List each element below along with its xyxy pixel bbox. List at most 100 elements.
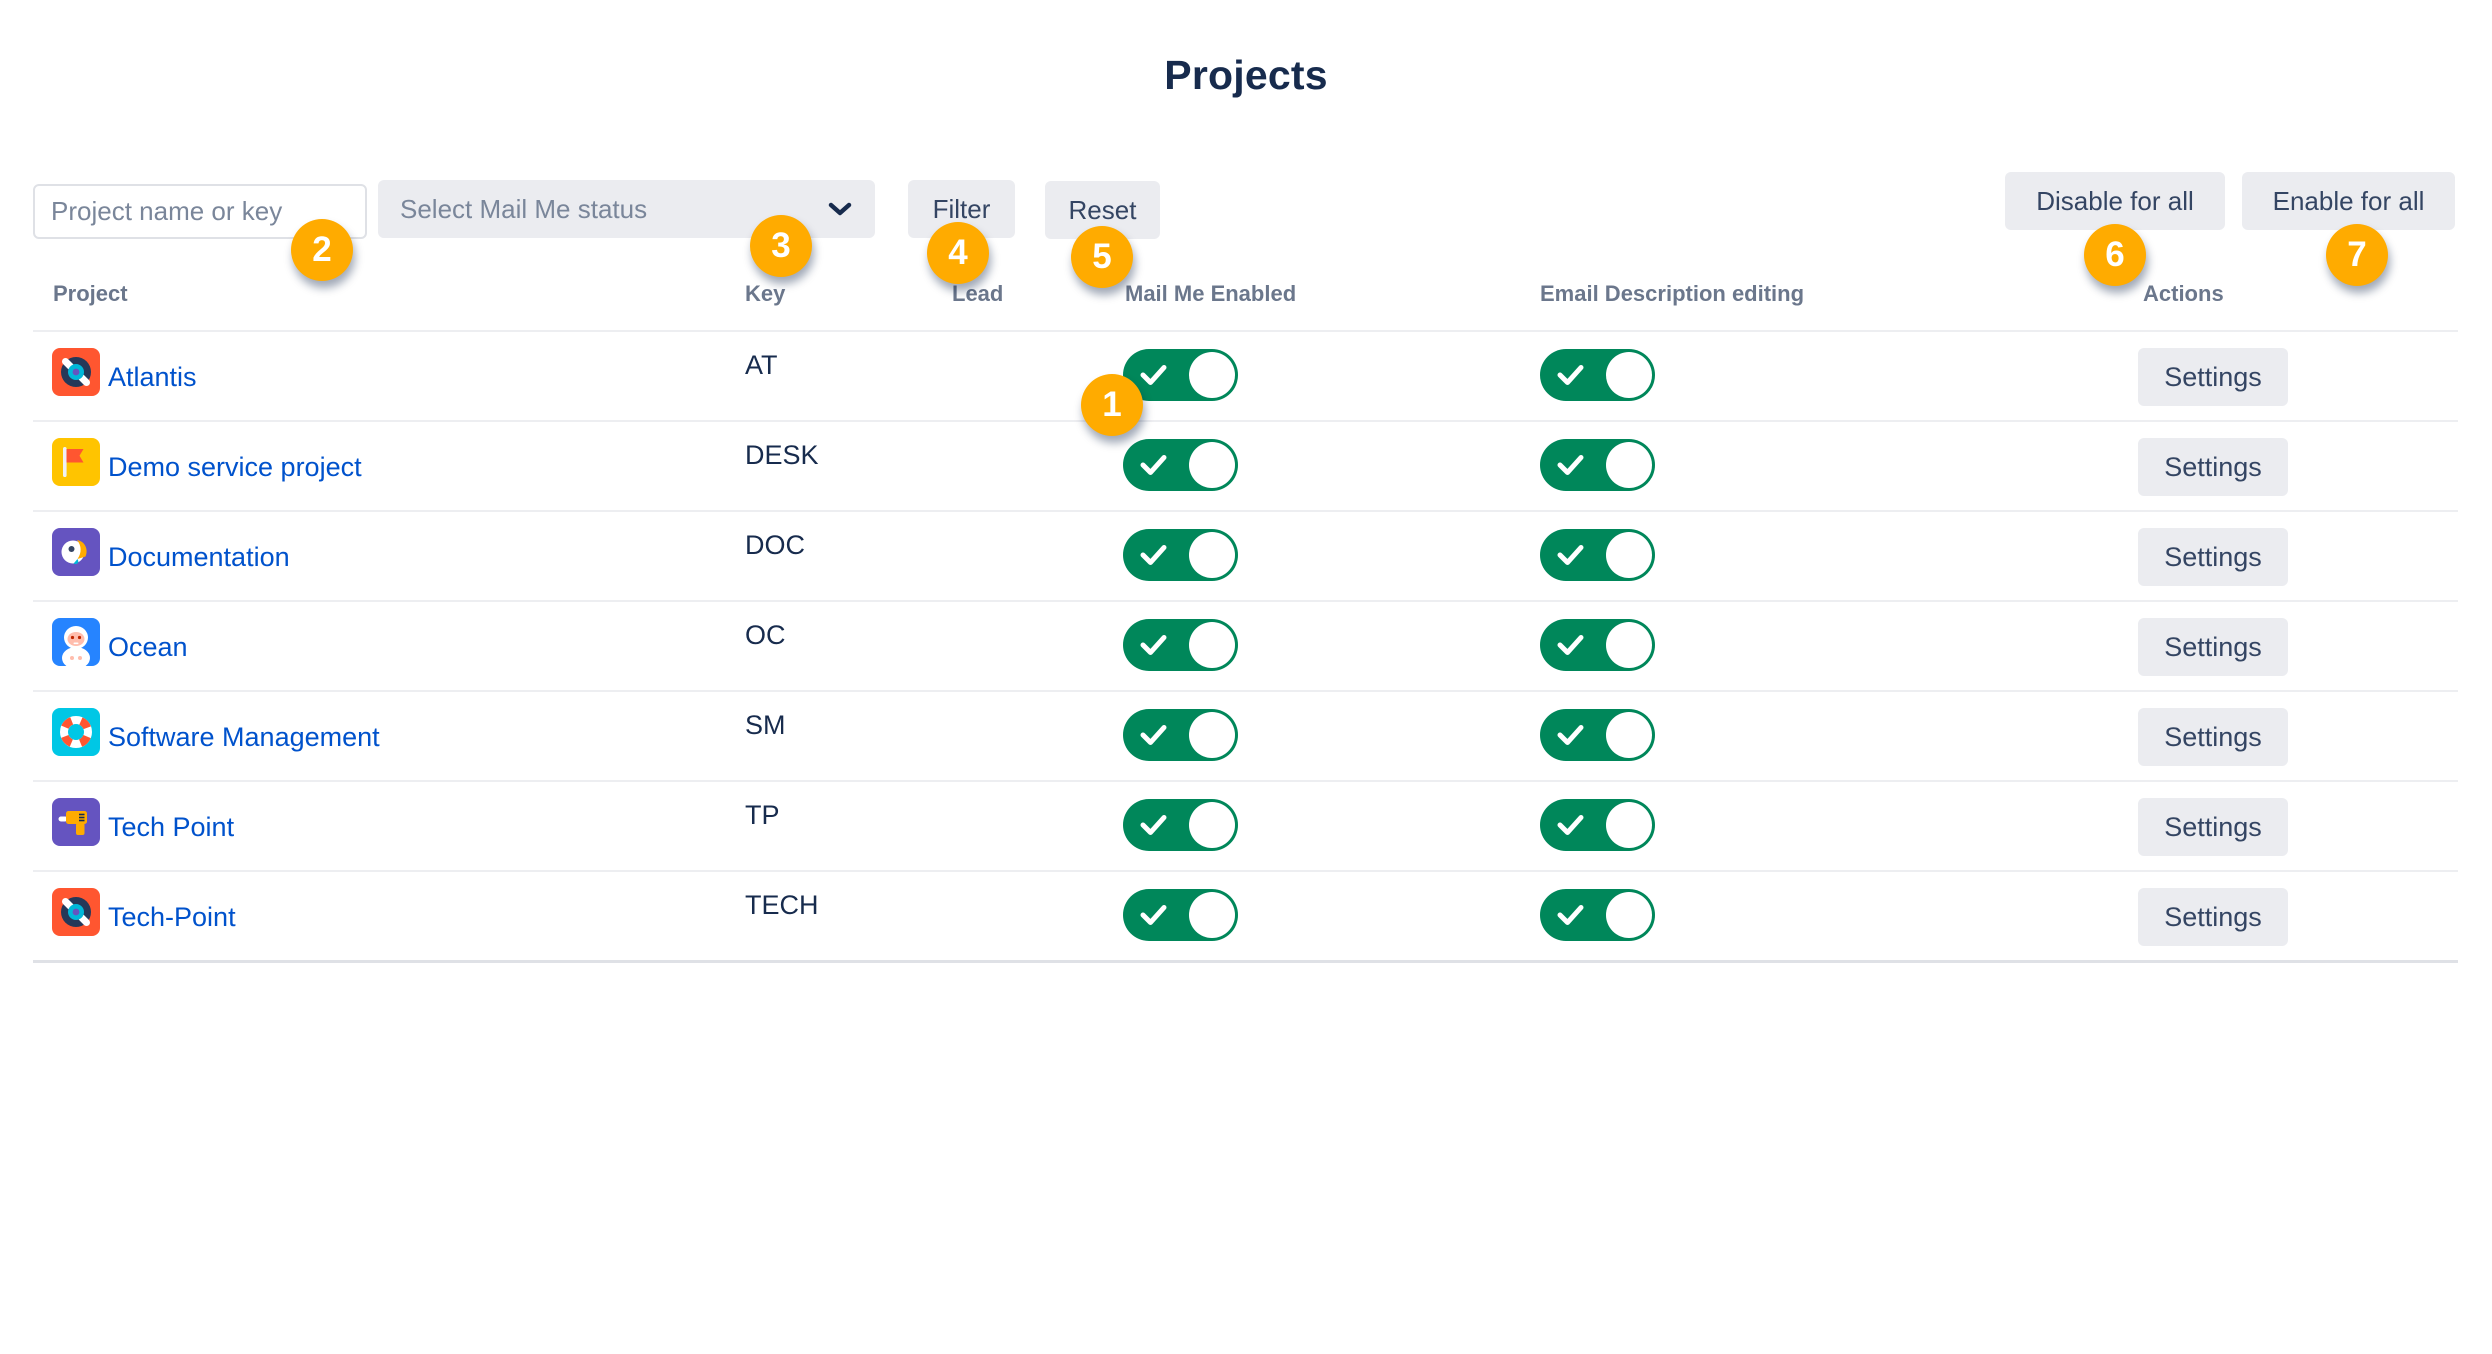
- check-icon: [1557, 815, 1584, 835]
- table-row: Demo service project DESK Settings: [33, 420, 2458, 510]
- check-icon: [1557, 455, 1584, 475]
- toggle-knob: [1606, 712, 1652, 758]
- project-link[interactable]: Atlantis: [108, 361, 197, 392]
- mail-me-toggle[interactable]: [1123, 619, 1238, 671]
- project-link[interactable]: Tech-Point: [108, 901, 236, 932]
- email-description-toggle[interactable]: [1540, 709, 1655, 761]
- project-key: DOC: [745, 530, 805, 560]
- table-row: Tech Point TP Settings: [33, 780, 2458, 870]
- toggle-knob: [1606, 532, 1652, 578]
- table-row: Ocean OC Settings: [33, 600, 2458, 690]
- table-row: Atlantis AT Settings: [33, 330, 2458, 420]
- table-row: Software Management SM Settings: [33, 690, 2458, 780]
- project-search-input[interactable]: [33, 184, 367, 239]
- chevron-down-icon: [828, 202, 852, 216]
- project-key: TECH: [745, 890, 819, 920]
- column-header-actions: Actions: [2143, 281, 2224, 306]
- settings-button[interactable]: Settings: [2138, 888, 2288, 946]
- email-description-toggle[interactable]: [1540, 799, 1655, 851]
- project-key: SM: [745, 710, 786, 740]
- project-key: DESK: [745, 440, 819, 470]
- project-avatar-icon: [52, 798, 100, 846]
- project-avatar-icon: [52, 438, 100, 486]
- callout-badge-1: 1: [1081, 374, 1143, 436]
- mail-me-toggle[interactable]: [1123, 529, 1238, 581]
- project-avatar-icon: [52, 618, 100, 666]
- project-key: OC: [745, 620, 786, 650]
- check-icon: [1140, 905, 1167, 925]
- email-description-toggle[interactable]: [1540, 619, 1655, 671]
- callout-badge-6: 6: [2084, 224, 2146, 286]
- toggle-knob: [1606, 442, 1652, 488]
- settings-button[interactable]: Settings: [2138, 528, 2288, 586]
- check-icon: [1140, 815, 1167, 835]
- project-link[interactable]: Ocean: [108, 631, 188, 662]
- project-avatar-icon: [52, 708, 100, 756]
- check-icon: [1557, 365, 1584, 385]
- toggle-knob: [1189, 802, 1235, 848]
- table-row: Tech-Point TECH Settings: [33, 870, 2458, 960]
- check-icon: [1140, 635, 1167, 655]
- project-avatar-icon: [52, 348, 100, 396]
- check-icon: [1557, 635, 1584, 655]
- toggle-knob: [1189, 622, 1235, 668]
- callout-badge-5: 5: [1071, 226, 1133, 288]
- project-link[interactable]: Demo service project: [108, 451, 362, 482]
- check-icon: [1557, 545, 1584, 565]
- settings-button[interactable]: Settings: [2138, 618, 2288, 676]
- check-icon: [1557, 905, 1584, 925]
- mail-me-toggle[interactable]: [1123, 349, 1238, 401]
- email-description-toggle[interactable]: [1540, 439, 1655, 491]
- toggle-knob: [1189, 712, 1235, 758]
- settings-button[interactable]: Settings: [2138, 438, 2288, 496]
- mail-me-toggle[interactable]: [1123, 889, 1238, 941]
- column-header-lead: Lead: [952, 281, 1004, 306]
- check-icon: [1557, 725, 1584, 745]
- settings-button[interactable]: Settings: [2138, 798, 2288, 856]
- project-key: TP: [745, 800, 780, 830]
- callout-badge-3: 3: [750, 215, 812, 277]
- toggle-knob: [1606, 622, 1652, 668]
- check-icon: [1140, 455, 1167, 475]
- column-header-mail-me-enabled: Mail Me Enabled: [1125, 281, 1297, 306]
- column-header-email-description-editing: Email Description editing: [1540, 281, 1805, 306]
- email-description-toggle[interactable]: [1540, 889, 1655, 941]
- page-title: Projects: [1164, 52, 1328, 98]
- table-header: Project Key Lead Mail Me Enabled Email D…: [0, 281, 2492, 321]
- project-link[interactable]: Tech Point: [108, 811, 235, 842]
- project-avatar-icon: [52, 888, 100, 936]
- reset-button[interactable]: Reset: [1045, 181, 1160, 239]
- table-body: Atlantis AT Settings Demo service projec…: [33, 330, 2458, 963]
- project-key: AT: [745, 350, 778, 380]
- project-avatar-icon: [52, 528, 100, 576]
- email-description-toggle[interactable]: [1540, 529, 1655, 581]
- column-header-key: Key: [745, 281, 786, 306]
- toggle-knob: [1189, 352, 1235, 398]
- callout-badge-2: 2: [291, 219, 353, 281]
- toggle-knob: [1606, 802, 1652, 848]
- email-description-toggle[interactable]: [1540, 349, 1655, 401]
- check-icon: [1140, 545, 1167, 565]
- check-icon: [1140, 365, 1167, 385]
- column-header-project: Project: [53, 281, 128, 306]
- toggle-knob: [1606, 352, 1652, 398]
- check-icon: [1140, 725, 1167, 745]
- settings-button[interactable]: Settings: [2138, 708, 2288, 766]
- settings-button[interactable]: Settings: [2138, 348, 2288, 406]
- mail-me-status-select-value: Select Mail Me status: [400, 193, 648, 224]
- toggle-knob: [1189, 532, 1235, 578]
- callout-badge-7: 7: [2326, 224, 2388, 286]
- toggle-knob: [1189, 442, 1235, 488]
- callout-badge-4: 4: [927, 222, 989, 284]
- mail-me-toggle[interactable]: [1123, 799, 1238, 851]
- project-link[interactable]: Documentation: [108, 541, 290, 572]
- project-link[interactable]: Software Management: [108, 721, 380, 752]
- enable-for-all-button[interactable]: Enable for all: [2242, 172, 2455, 230]
- toggle-knob: [1606, 892, 1652, 938]
- mail-me-toggle[interactable]: [1123, 439, 1238, 491]
- mail-me-toggle[interactable]: [1123, 709, 1238, 761]
- table-row: Documentation DOC Settings: [33, 510, 2458, 600]
- toggle-knob: [1189, 892, 1235, 938]
- disable-for-all-button[interactable]: Disable for all: [2005, 172, 2225, 230]
